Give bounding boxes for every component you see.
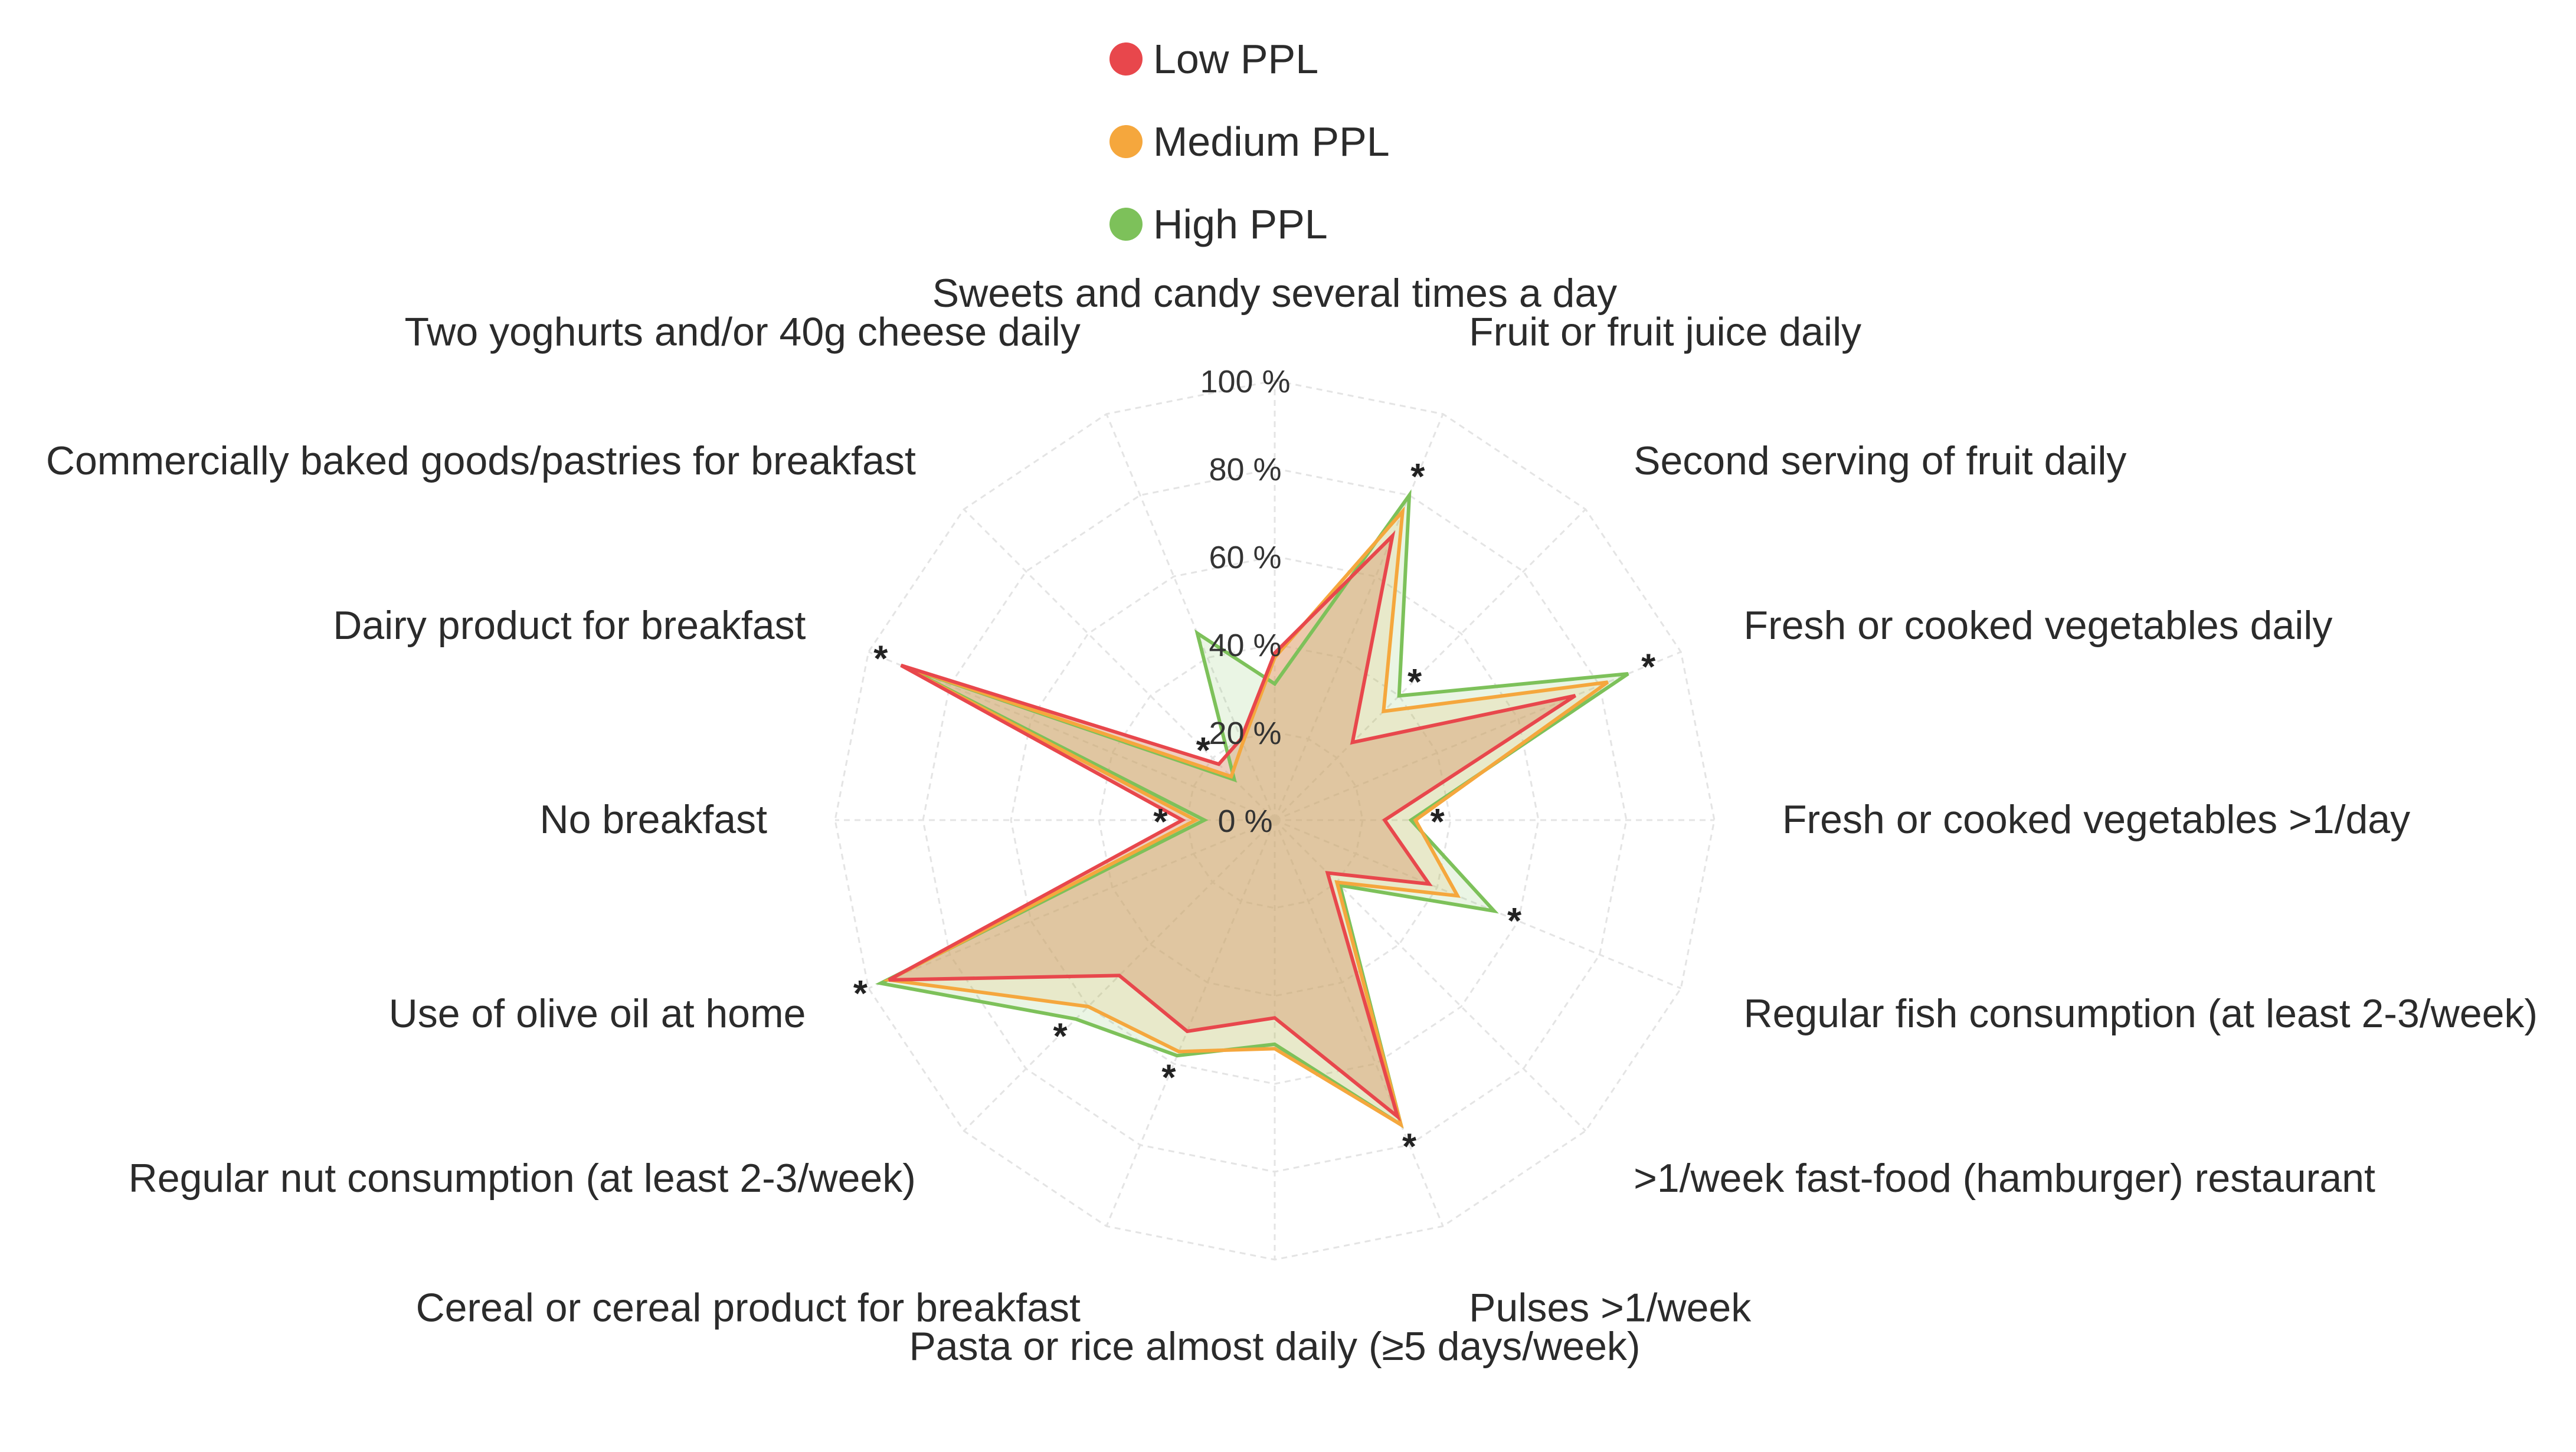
- radial-tick-label: 0 %: [1217, 804, 1272, 839]
- radial-tick-label: 100 %: [1200, 364, 1290, 399]
- legend-marker: [1109, 208, 1143, 241]
- grid-spoke: [868, 651, 1275, 821]
- legend-item-medium: Medium PPL: [1109, 100, 1390, 183]
- category-label: Regular fish consumption (at least 2-3/w…: [1744, 991, 2538, 1036]
- category-label: Second serving of fruit daily: [1634, 438, 2126, 483]
- significance-marker: *: [1161, 1058, 1176, 1099]
- significance-marker: *: [873, 638, 888, 679]
- grid-spoke: [1274, 414, 1444, 821]
- category-label: Two yoghurts and/or 40g cheese daily: [405, 309, 1081, 354]
- significance-marker: *: [1196, 730, 1211, 771]
- significance-marker: *: [1153, 802, 1168, 843]
- grid-spoke: [1274, 820, 1444, 1227]
- category-label: Commercially baked goods/pastries for br…: [46, 438, 916, 483]
- significance-marker: *: [1410, 457, 1425, 497]
- radial-ticks: 0 % 20 % 40 % 60 % 80 % 100 %: [1200, 364, 1290, 839]
- category-label: >1/week fast-food (hamburger) restaurant: [1634, 1156, 2375, 1201]
- grid-spoke: [963, 819, 1276, 1132]
- significance-marker: *: [1408, 662, 1422, 703]
- category-label: Regular nut consumption (at least 2-3/we…: [129, 1156, 916, 1201]
- significance-marker: *: [1402, 1127, 1417, 1168]
- radial-tick-label: 40 %: [1209, 628, 1281, 663]
- series-overlay: [889, 536, 1576, 1117]
- series-line-1: [883, 506, 1609, 1129]
- radar-series: [881, 495, 1628, 1125]
- grid-spoke: [963, 509, 1276, 821]
- category-label: Use of olive oil at home: [389, 991, 806, 1036]
- series-line-0: [888, 530, 1576, 1122]
- significance-marker: *: [1641, 647, 1656, 688]
- significance-marker: *: [1431, 802, 1445, 843]
- category-label: Fresh or cooked vegetables daily: [1744, 603, 2333, 648]
- legend-marker: [1109, 42, 1143, 76]
- grid-spoke: [1105, 414, 1276, 821]
- grid-spoke: [1274, 651, 1681, 821]
- radar-lines: [875, 489, 1629, 1129]
- radial-tick-label: 20 %: [1209, 716, 1281, 751]
- grid-spoke: [1274, 819, 1586, 1132]
- series-area-0: [889, 536, 1576, 1117]
- category-label: Cereal or cereal product for breakfast: [416, 1286, 1081, 1330]
- category-label: No breakfast: [539, 797, 767, 842]
- significance-marker: *: [1507, 901, 1522, 942]
- category-label: Pulses >1/week: [1469, 1286, 1752, 1330]
- legend-label: High PPL: [1153, 201, 1328, 247]
- category-label: Dairy product for breakfast: [333, 603, 806, 648]
- category-label: Fresh or cooked vegetables >1/day: [1782, 797, 2410, 842]
- grid-ring: [1186, 731, 1364, 909]
- grid-spoke: [1274, 819, 1681, 989]
- legend-label: Low PPL: [1153, 36, 1319, 82]
- category-labels: Sweets and candy several times a dayFrui…: [46, 271, 2538, 1369]
- grid-spoke: [868, 819, 1275, 989]
- legend-label: Medium PPL: [1153, 119, 1390, 165]
- category-label: Fruit or fruit juice daily: [1469, 309, 1861, 354]
- radial-tick-label: 80 %: [1209, 452, 1281, 487]
- grid-spoke: [1274, 509, 1586, 821]
- series-area-2: [881, 495, 1628, 1125]
- grid-ring: [1010, 555, 1540, 1085]
- legend-marker: [1109, 125, 1143, 158]
- radial-tick-label: 60 %: [1209, 540, 1281, 575]
- legend-item-low: Low PPL: [1109, 18, 1390, 100]
- series-area-1: [889, 511, 1608, 1125]
- chart-legend: Low PPL Medium PPL High PPL: [1109, 18, 1390, 266]
- significance-marker: *: [1053, 1016, 1068, 1057]
- category-label: Sweets and candy several times a day: [932, 271, 1617, 316]
- grid-spoke: [1105, 820, 1276, 1227]
- significance-marker: *: [853, 974, 868, 1014]
- legend-item-high: High PPL: [1109, 183, 1390, 266]
- significance-markers: * * * * * * * * * * * *: [853, 457, 1656, 1168]
- radar-grid: [834, 379, 1716, 1261]
- category-label: Pasta or rice almost daily (≥5 days/week…: [909, 1324, 1640, 1369]
